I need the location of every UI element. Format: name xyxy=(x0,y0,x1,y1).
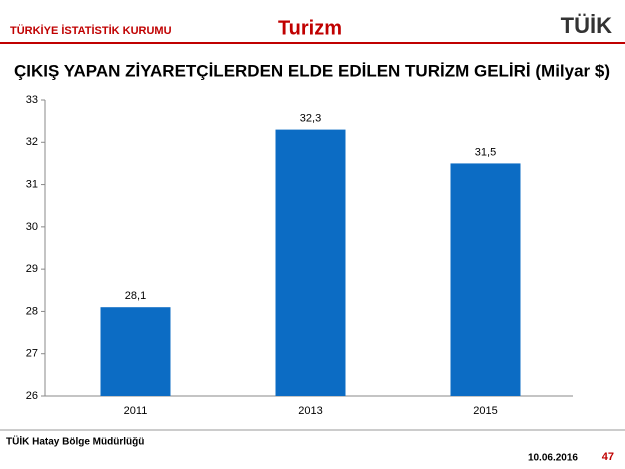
x-tick-label: 2011 xyxy=(124,405,148,417)
institution: TÜRKİYE İSTATİSTİK KURUMU xyxy=(10,24,172,37)
bar xyxy=(100,307,171,396)
y-tick-label: 31 xyxy=(26,178,38,190)
value-label: 32,3 xyxy=(300,113,321,125)
x-tick-label: 2015 xyxy=(473,405,497,417)
y-tick-label: 32 xyxy=(26,136,38,148)
bar xyxy=(275,129,346,396)
section-title: Turizm xyxy=(278,17,342,39)
page-number: 47 xyxy=(602,451,614,463)
bar xyxy=(450,163,521,396)
logo: TÜİK xyxy=(561,13,612,38)
y-tick-label: 27 xyxy=(26,348,38,360)
value-label: 28,1 xyxy=(125,290,146,302)
y-tick-label: 33 xyxy=(26,94,38,106)
value-label: 31,5 xyxy=(475,146,496,158)
y-tick-label: 30 xyxy=(26,221,38,233)
y-tick-label: 26 xyxy=(26,390,38,402)
y-tick-label: 29 xyxy=(26,263,38,275)
footer-date: 10.06.2016 xyxy=(528,453,578,464)
footer-office: TÜİK Hatay Bölge Müdürlüğü xyxy=(6,435,144,448)
y-tick-label: 28 xyxy=(26,305,38,317)
chart-title: ÇIKIŞ YAPAN ZİYARETÇİLERDEN ELDE EDİLEN … xyxy=(14,61,610,80)
x-tick-label: 2013 xyxy=(298,405,322,417)
